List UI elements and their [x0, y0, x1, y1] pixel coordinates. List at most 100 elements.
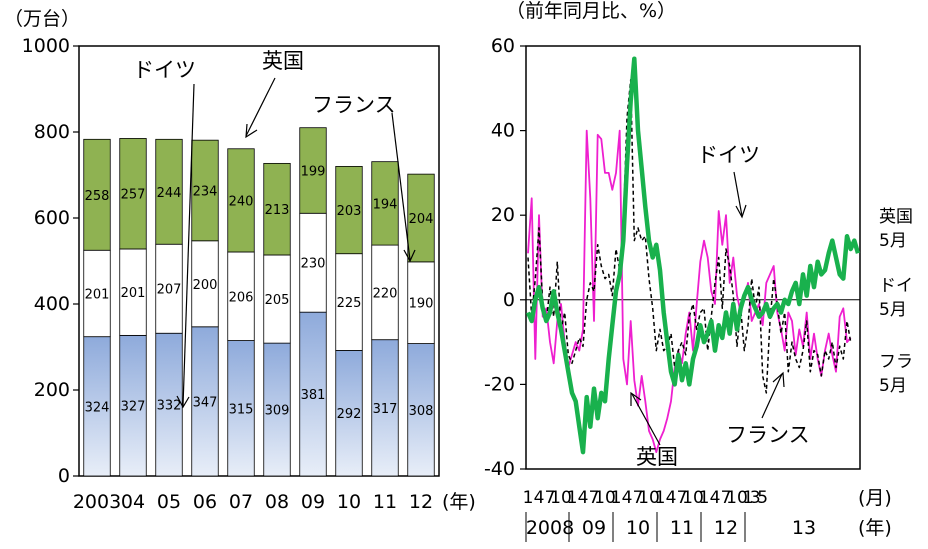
bar-france: [191, 240, 219, 328]
bar-uk: [227, 148, 255, 253]
left-xtick-label: 10: [337, 491, 361, 513]
left-unit-label: （万台）: [4, 8, 80, 30]
right-month-label: 10: [682, 488, 704, 508]
bar-germany-label: 317: [373, 402, 398, 417]
right-month-label: 10: [726, 488, 748, 508]
left-ytick-label: 0: [58, 465, 70, 487]
left-xtick-label: 09: [301, 491, 325, 513]
right-year-label: 2008: [526, 517, 574, 539]
bar-uk-label: 258: [85, 189, 110, 204]
bar-france: [371, 244, 399, 341]
left-year-unit: (年): [442, 491, 476, 513]
right-year-unit: (年): [858, 517, 892, 539]
right-arrow-uk: [631, 393, 661, 446]
left-xtick-label: 11: [373, 491, 397, 513]
bar-germany-label: 308: [409, 404, 434, 419]
bar-uk: [263, 162, 291, 256]
right-y-axis: -40 -20 0 20 40 60: [484, 35, 526, 480]
right-ytick-label: 40: [491, 120, 515, 142]
left-arrow-uk: [245, 77, 276, 137]
left-y-axis: 0 200 400 600 800 1000: [22, 35, 79, 487]
left-annotation-uk: 英国: [262, 49, 304, 73]
right-month-label: 4: [666, 488, 677, 508]
left-xtick-label: 2003: [73, 491, 121, 513]
right-year-label: 13: [792, 517, 816, 539]
bar-germany: [263, 342, 291, 477]
right-ytick-label: -20: [484, 373, 515, 395]
edge-label-germany: ドイ: [879, 276, 913, 296]
right-month-label: 7: [589, 488, 600, 508]
bar-germany-label: 324: [85, 400, 110, 415]
left-xtick-label: 05: [157, 491, 181, 513]
bar-france-label: 201: [121, 286, 146, 301]
left-bars: 324 201 258 327 201 257 332 207 244 347 200 234 315 2…: [83, 127, 435, 477]
bar-france-label: 220: [373, 286, 398, 301]
edge-label-germany-month: 5月: [879, 300, 907, 320]
bar-germany-label: 381: [301, 388, 326, 403]
bar-uk: [155, 138, 183, 245]
right-annotation-uk: 英国: [636, 445, 678, 469]
right-arrowhead-uk: [630, 391, 642, 406]
bar-uk: [407, 173, 435, 263]
bar-france: [263, 254, 291, 344]
left-ytick-label: 1000: [22, 35, 70, 57]
left-x-axis: 2003 04 05 06 07 08 09 10 11 12: [73, 491, 433, 513]
bar-germany: [83, 336, 111, 477]
right-month-label: 10: [550, 488, 572, 508]
left-arrowhead-france: [403, 249, 416, 263]
left-ytick-label: 800: [34, 121, 70, 143]
bar-germany: [227, 340, 255, 477]
bar-uk: [335, 165, 363, 255]
right-month-label: 1: [699, 488, 710, 508]
right-year-label: 11: [670, 517, 694, 539]
bar-france: [119, 248, 147, 336]
bar-germany-label: 292: [337, 407, 362, 422]
bar-uk: [299, 127, 327, 214]
right-ytick-label: 0: [503, 289, 515, 311]
bar-germany-label: 332: [157, 399, 182, 414]
bar-uk: [119, 138, 147, 250]
left-arrow-germany: [182, 83, 195, 407]
bar-germany-label: 309: [265, 404, 290, 419]
left-arrowhead-uk: [245, 123, 258, 139]
right-month-label: 1: [567, 488, 578, 508]
right-month-label: 4: [578, 488, 589, 508]
right-month-unit: (月): [858, 487, 892, 509]
right-month-label: 1: [743, 488, 754, 508]
left-annotation-germany: ドイツ: [133, 58, 196, 82]
bar-uk-label: 194: [373, 197, 398, 212]
edge-label-uk: 英国: [879, 207, 913, 227]
left-xtick-label: 04: [121, 491, 145, 513]
right-annotation-germany: ドイツ: [697, 143, 760, 167]
edge-label-france-month: 5月: [879, 376, 907, 396]
left-ytick-label: 600: [34, 207, 70, 229]
right-arrowhead-germany: [735, 204, 747, 219]
right-arrow-germany: [733, 171, 743, 217]
edge-label-uk-month: 5月: [879, 231, 907, 251]
bar-germany: [119, 334, 147, 477]
edge-label-france: フラ: [879, 352, 913, 372]
line-germany: [527, 79, 852, 394]
bar-france-label: 190: [409, 297, 434, 312]
right-year-label: 10: [626, 517, 650, 539]
bar-germany: [335, 350, 363, 477]
left-xtick-label: 08: [265, 491, 289, 513]
right-month-label: 4: [622, 488, 633, 508]
right-month-label: 4: [534, 488, 545, 508]
right-arrow-france: [761, 373, 783, 419]
bar-germany: [299, 311, 327, 477]
right-annotation-france: フランス: [726, 423, 810, 447]
bar-germany: [407, 343, 435, 477]
bar-france-label: 206: [229, 290, 254, 305]
bar-france-label: 205: [265, 293, 290, 308]
right-month-label: 7: [677, 488, 688, 508]
right-month-label: 7: [633, 488, 644, 508]
right-ytick-label: 60: [491, 35, 515, 57]
bar-uk-label: 203: [337, 204, 362, 219]
bar-uk-label: 240: [229, 194, 254, 209]
bar-germany-label: 347: [193, 395, 218, 410]
right-month-label: 10: [594, 488, 616, 508]
left-xtick-label: 06: [193, 491, 217, 513]
